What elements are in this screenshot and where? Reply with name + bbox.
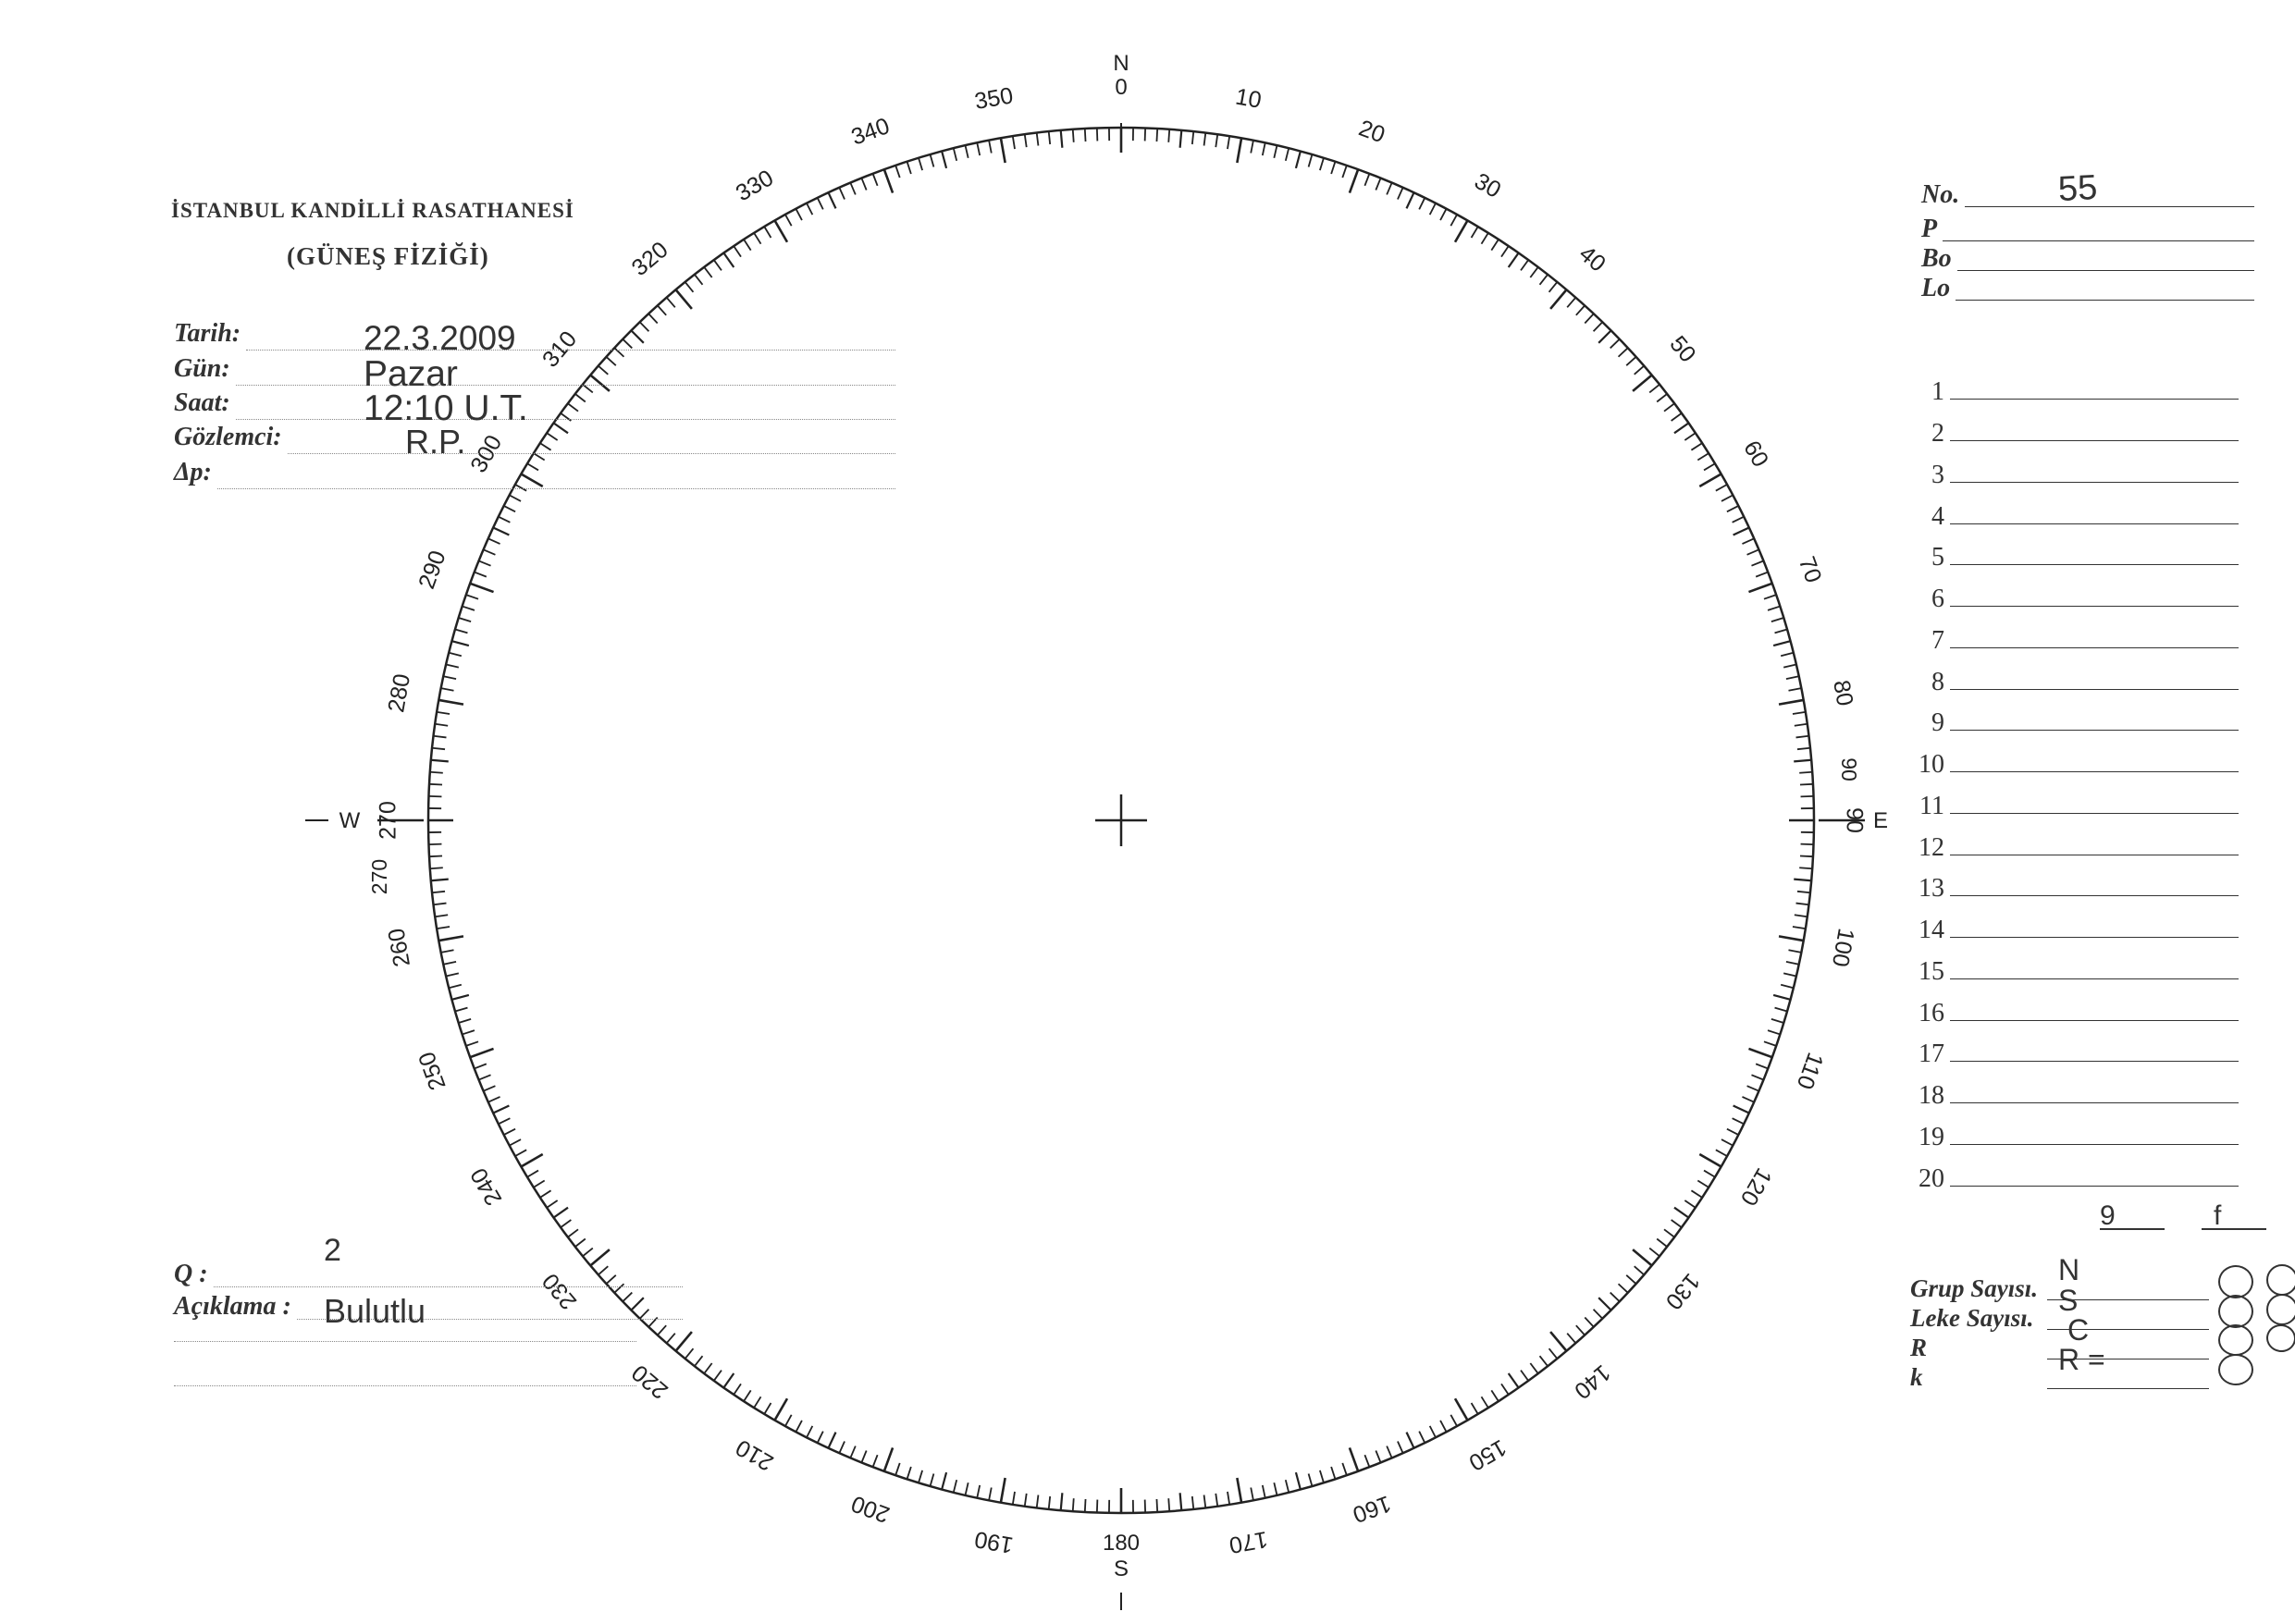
svg-text:30: 30: [1470, 168, 1505, 203]
svg-text:E: E: [1873, 808, 1888, 833]
svg-text:100: 100: [1827, 927, 1859, 969]
svg-text:110: 110: [1792, 1049, 1829, 1092]
svg-text:280: 280: [383, 671, 415, 714]
svg-text:80: 80: [1828, 678, 1857, 707]
svg-text:N: N: [1113, 51, 1129, 76]
svg-text:190: 190: [972, 1526, 1015, 1558]
svg-text:270: 270: [367, 859, 391, 894]
svg-text:340: 340: [848, 113, 894, 151]
svg-text:240: 240: [465, 1163, 507, 1210]
svg-text:180: 180: [1103, 1531, 1140, 1556]
svg-text:50: 50: [1664, 331, 1700, 367]
svg-text:150: 150: [1464, 1434, 1511, 1476]
svg-text:W: W: [339, 808, 361, 833]
svg-text:20: 20: [1355, 115, 1388, 148]
svg-text:70: 70: [1794, 553, 1827, 586]
svg-text:350: 350: [972, 82, 1015, 115]
svg-text:S: S: [1114, 1556, 1129, 1581]
svg-text:10: 10: [1233, 83, 1263, 113]
svg-text:210: 210: [732, 1434, 778, 1476]
svg-text:250: 250: [413, 1049, 451, 1094]
svg-text:130: 130: [1660, 1268, 1705, 1314]
svg-text:170: 170: [1228, 1526, 1270, 1558]
svg-text:330: 330: [732, 165, 778, 206]
svg-text:60: 60: [1738, 437, 1773, 472]
svg-text:220: 220: [627, 1359, 673, 1404]
svg-text:320: 320: [627, 237, 673, 281]
svg-text:40: 40: [1574, 240, 1610, 277]
svg-text:290: 290: [413, 547, 451, 593]
svg-text:140: 140: [1569, 1359, 1615, 1404]
svg-text:0: 0: [1115, 75, 1127, 100]
svg-text:120: 120: [1735, 1163, 1777, 1210]
svg-text:160: 160: [1350, 1490, 1395, 1528]
svg-text:200: 200: [848, 1490, 894, 1528]
svg-text:90: 90: [1837, 757, 1861, 781]
svg-text:260: 260: [383, 927, 415, 969]
